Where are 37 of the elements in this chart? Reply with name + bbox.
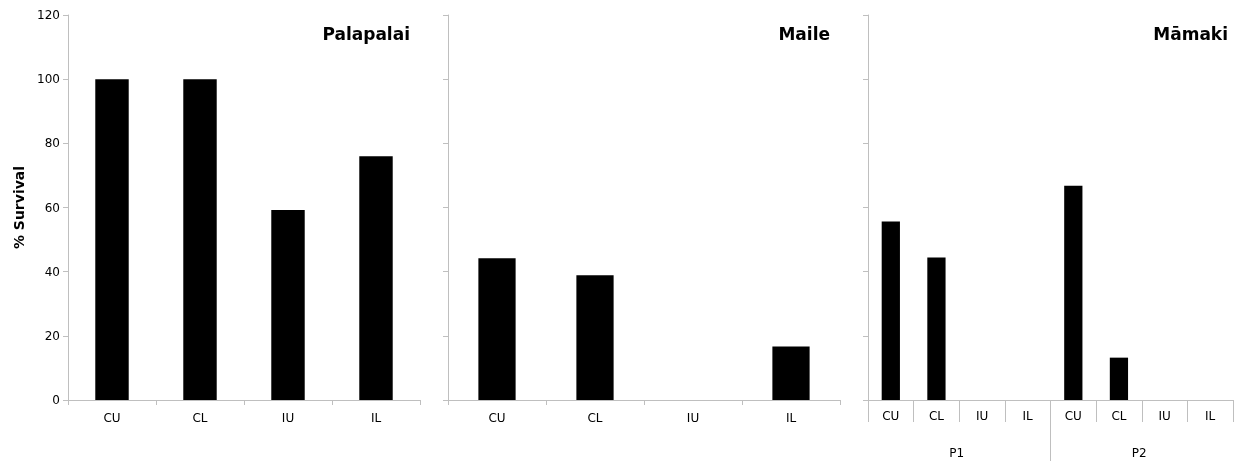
bar	[1064, 185, 1083, 400]
text: Palapalai	[322, 23, 411, 44]
x-tick-label: IU	[1158, 409, 1171, 423]
x-tick-label: CU	[1064, 409, 1082, 423]
x-tick-label: IL	[1022, 409, 1034, 423]
bar	[271, 210, 305, 400]
x-tick-label: IL	[1205, 409, 1216, 423]
x-tick-label: IL	[370, 411, 382, 425]
y-tick-label: 80	[44, 136, 60, 151]
text: Māmaki	[1153, 23, 1229, 44]
x-tick-label: CL	[192, 411, 208, 425]
x-tick-label: CU	[103, 411, 121, 425]
bar	[359, 156, 393, 400]
y-axis-title: % Survival	[11, 165, 28, 250]
y-tick-label: 0	[52, 393, 60, 407]
x-tick-label: IL	[785, 411, 797, 425]
text: P2	[1131, 446, 1147, 460]
bar	[1109, 357, 1129, 400]
x-tick-label: IU	[686, 411, 700, 425]
bar	[927, 257, 946, 400]
x-tick-label: CU	[882, 409, 900, 423]
x-tick-label: IU	[281, 411, 295, 425]
y-tick-label: 100	[37, 72, 60, 87]
x-tick-label: IU	[975, 409, 989, 423]
x-tick-label: CU	[488, 411, 506, 425]
y-tick-label: 40	[44, 264, 60, 279]
bar	[95, 79, 129, 400]
y-tick-label: 20	[44, 328, 60, 343]
x-tick-label: CL	[587, 411, 603, 425]
x-tick-label: CL	[928, 409, 945, 423]
y-tick-label: 60	[44, 200, 60, 215]
x-tick-label: CL	[1111, 409, 1127, 423]
y-tick-label: 120	[37, 8, 60, 22]
bar	[183, 79, 217, 400]
text: P1	[949, 446, 965, 460]
bar	[881, 221, 900, 400]
text: Maile	[778, 23, 831, 44]
